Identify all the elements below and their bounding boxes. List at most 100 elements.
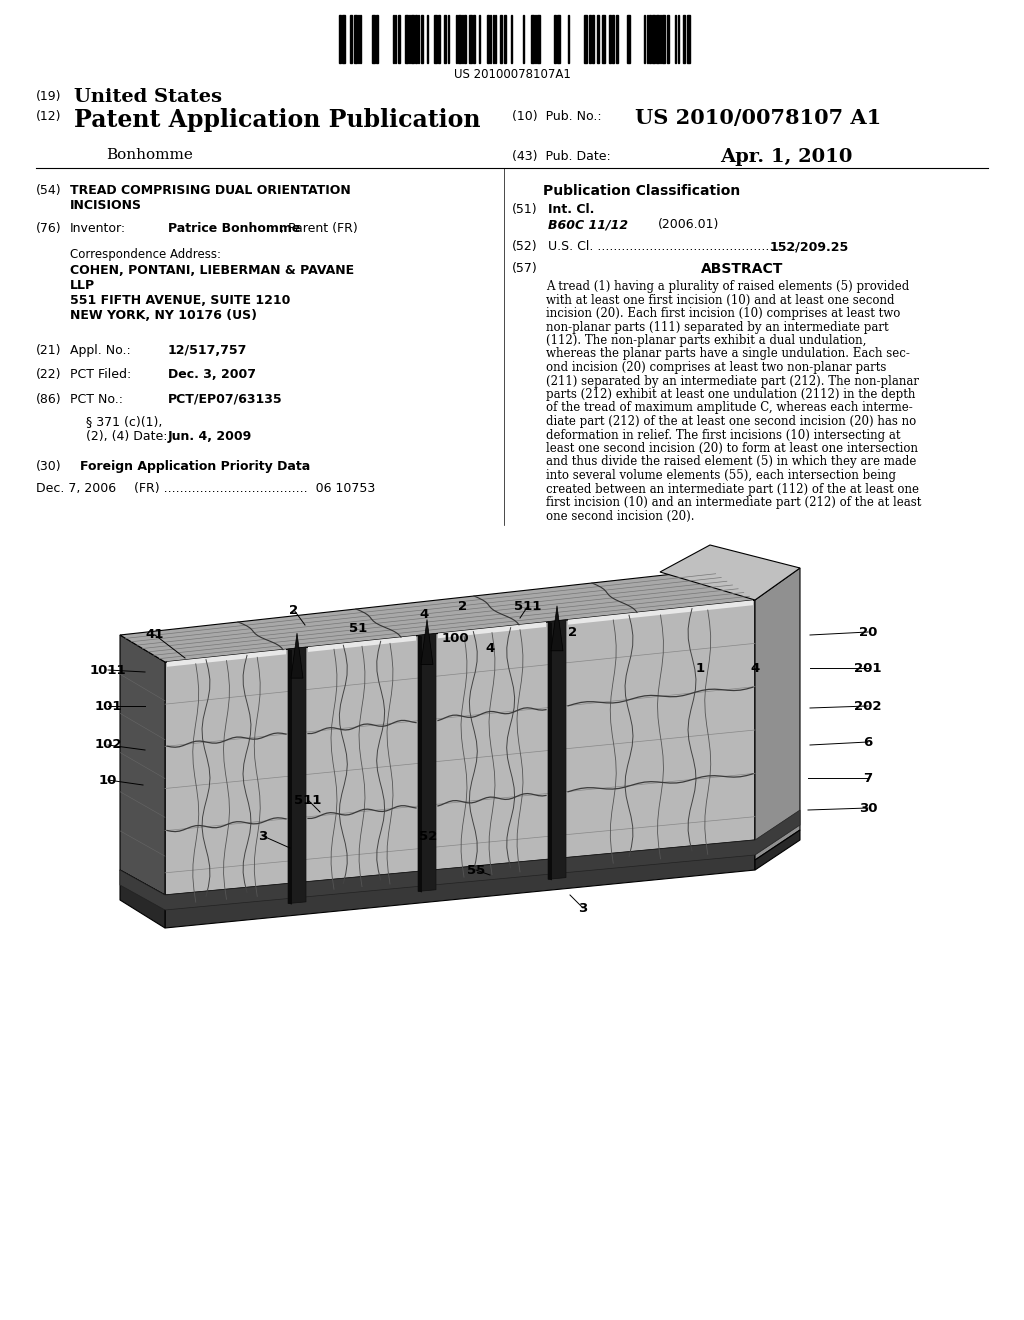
Text: created between an intermediate part (112) of the at least one: created between an intermediate part (11…: [546, 483, 919, 495]
Bar: [627, 15, 630, 63]
Bar: [687, 15, 690, 63]
Text: (FR) ....................................  06 10753: (FR) ...................................…: [134, 482, 375, 495]
Text: 102: 102: [94, 738, 122, 751]
Text: 51: 51: [349, 622, 368, 635]
Text: Appl. No.:: Appl. No.:: [70, 345, 131, 356]
Bar: [372, 15, 375, 63]
Text: 511: 511: [514, 599, 542, 612]
Text: into several volume elements (55), each intersection being: into several volume elements (55), each …: [546, 469, 896, 482]
Text: Dec. 3, 2007: Dec. 3, 2007: [168, 368, 256, 381]
Text: Publication Classification: Publication Classification: [544, 183, 740, 198]
Text: least one second incision (20) to form at least one intersection: least one second incision (20) to form a…: [546, 442, 918, 455]
Text: (51): (51): [512, 203, 538, 216]
Polygon shape: [568, 601, 753, 624]
Text: 6: 6: [863, 735, 872, 748]
Bar: [342, 15, 345, 63]
Text: (19): (19): [36, 90, 61, 103]
Text: US 2010/0078107 A1: US 2010/0078107 A1: [635, 108, 882, 128]
Text: (86): (86): [36, 393, 61, 407]
Text: diate part (212) of the at least one second incision (20) has no: diate part (212) of the at least one sec…: [546, 414, 916, 428]
Bar: [656, 15, 659, 63]
Text: (211) separated by an intermediate part (212). The non-planar: (211) separated by an intermediate part …: [546, 375, 919, 388]
Bar: [589, 15, 591, 63]
Text: ond incision (20) comprises at least two non-planar parts: ond incision (20) comprises at least two…: [546, 360, 887, 374]
Text: (52): (52): [512, 240, 538, 253]
Text: 1011: 1011: [90, 664, 126, 676]
Polygon shape: [165, 601, 755, 915]
Bar: [339, 15, 341, 63]
Text: one second incision (20).: one second incision (20).: [546, 510, 694, 523]
Bar: [411, 15, 414, 63]
Text: 152/209.25: 152/209.25: [770, 240, 849, 253]
Bar: [554, 15, 556, 63]
Text: 1: 1: [695, 661, 705, 675]
Text: 551 FIFTH AVENUE, SUITE 1210: 551 FIFTH AVENUE, SUITE 1210: [70, 294, 291, 308]
Text: ABSTRACT: ABSTRACT: [700, 261, 783, 276]
Bar: [473, 15, 475, 63]
Text: United States: United States: [74, 88, 222, 106]
Polygon shape: [548, 620, 566, 879]
Polygon shape: [288, 647, 306, 903]
Text: incision (20). Each first incision (10) comprises at least two: incision (20). Each first incision (10) …: [546, 308, 900, 319]
Polygon shape: [165, 840, 755, 928]
Bar: [649, 15, 651, 63]
Text: 20: 20: [859, 626, 878, 639]
Text: Dec. 7, 2006: Dec. 7, 2006: [36, 482, 116, 495]
Text: 7: 7: [863, 771, 872, 784]
Polygon shape: [421, 619, 433, 664]
Text: NEW YORK, NY 10176 (US): NEW YORK, NY 10176 (US): [70, 309, 257, 322]
Text: Correspondence Address:: Correspondence Address:: [70, 248, 221, 261]
Text: (10)  Pub. No.:: (10) Pub. No.:: [512, 110, 605, 123]
Text: (112). The non-planar parts exhibit a dual undulation,: (112). The non-planar parts exhibit a du…: [546, 334, 866, 347]
Bar: [504, 15, 506, 63]
Bar: [616, 15, 618, 63]
Text: 30: 30: [859, 801, 878, 814]
Bar: [469, 15, 472, 63]
Bar: [421, 15, 423, 63]
Text: 41: 41: [145, 628, 164, 642]
Text: 3: 3: [258, 829, 267, 842]
Bar: [662, 15, 665, 63]
Polygon shape: [288, 649, 292, 904]
Polygon shape: [120, 635, 165, 895]
Text: whereas the planar parts have a single undulation. Each sec-: whereas the planar parts have a single u…: [546, 347, 910, 360]
Text: B60C 11/12: B60C 11/12: [548, 218, 628, 231]
Polygon shape: [438, 622, 546, 639]
Text: 101: 101: [94, 700, 122, 713]
Bar: [458, 15, 461, 63]
Bar: [531, 15, 534, 63]
Polygon shape: [548, 622, 552, 880]
Text: PCT Filed:: PCT Filed:: [70, 368, 131, 381]
Text: parts (212) exhibit at least one undulation (2112) in the depth: parts (212) exhibit at least one undulat…: [546, 388, 915, 401]
Text: (2006.01): (2006.01): [658, 218, 720, 231]
Text: LLP: LLP: [70, 279, 95, 292]
Text: (22): (22): [36, 368, 61, 381]
Text: of the tread of maximum amplitude C, whereas each interme-: of the tread of maximum amplitude C, whe…: [546, 401, 912, 414]
Text: U.S. Cl. ..................................................: U.S. Cl. ...............................…: [548, 240, 798, 253]
Bar: [376, 15, 378, 63]
Bar: [597, 15, 599, 63]
Text: § 371 (c)(1),: § 371 (c)(1),: [86, 414, 163, 428]
Bar: [652, 15, 655, 63]
Text: (30): (30): [36, 459, 61, 473]
Text: (12): (12): [36, 110, 61, 123]
Text: Jun. 4, 2009: Jun. 4, 2009: [168, 430, 252, 444]
Text: PCT No.:: PCT No.:: [70, 393, 123, 407]
Polygon shape: [755, 568, 800, 861]
Bar: [537, 15, 540, 63]
Text: US 20100078107A1: US 20100078107A1: [454, 69, 570, 81]
Polygon shape: [660, 545, 800, 601]
Text: (57): (57): [512, 261, 538, 275]
Text: 2: 2: [568, 626, 578, 639]
Text: 10: 10: [98, 774, 117, 787]
Text: PCT/EP07/63135: PCT/EP07/63135: [168, 393, 283, 407]
Bar: [434, 15, 437, 63]
Bar: [415, 15, 417, 63]
Bar: [438, 15, 440, 63]
Polygon shape: [418, 635, 422, 892]
Text: A tread (1) having a plurality of raised elements (5) provided: A tread (1) having a plurality of raised…: [546, 280, 909, 293]
Bar: [584, 15, 587, 63]
Polygon shape: [418, 634, 436, 891]
Text: Bonhomme: Bonhomme: [106, 148, 193, 162]
Text: 2: 2: [290, 603, 299, 616]
